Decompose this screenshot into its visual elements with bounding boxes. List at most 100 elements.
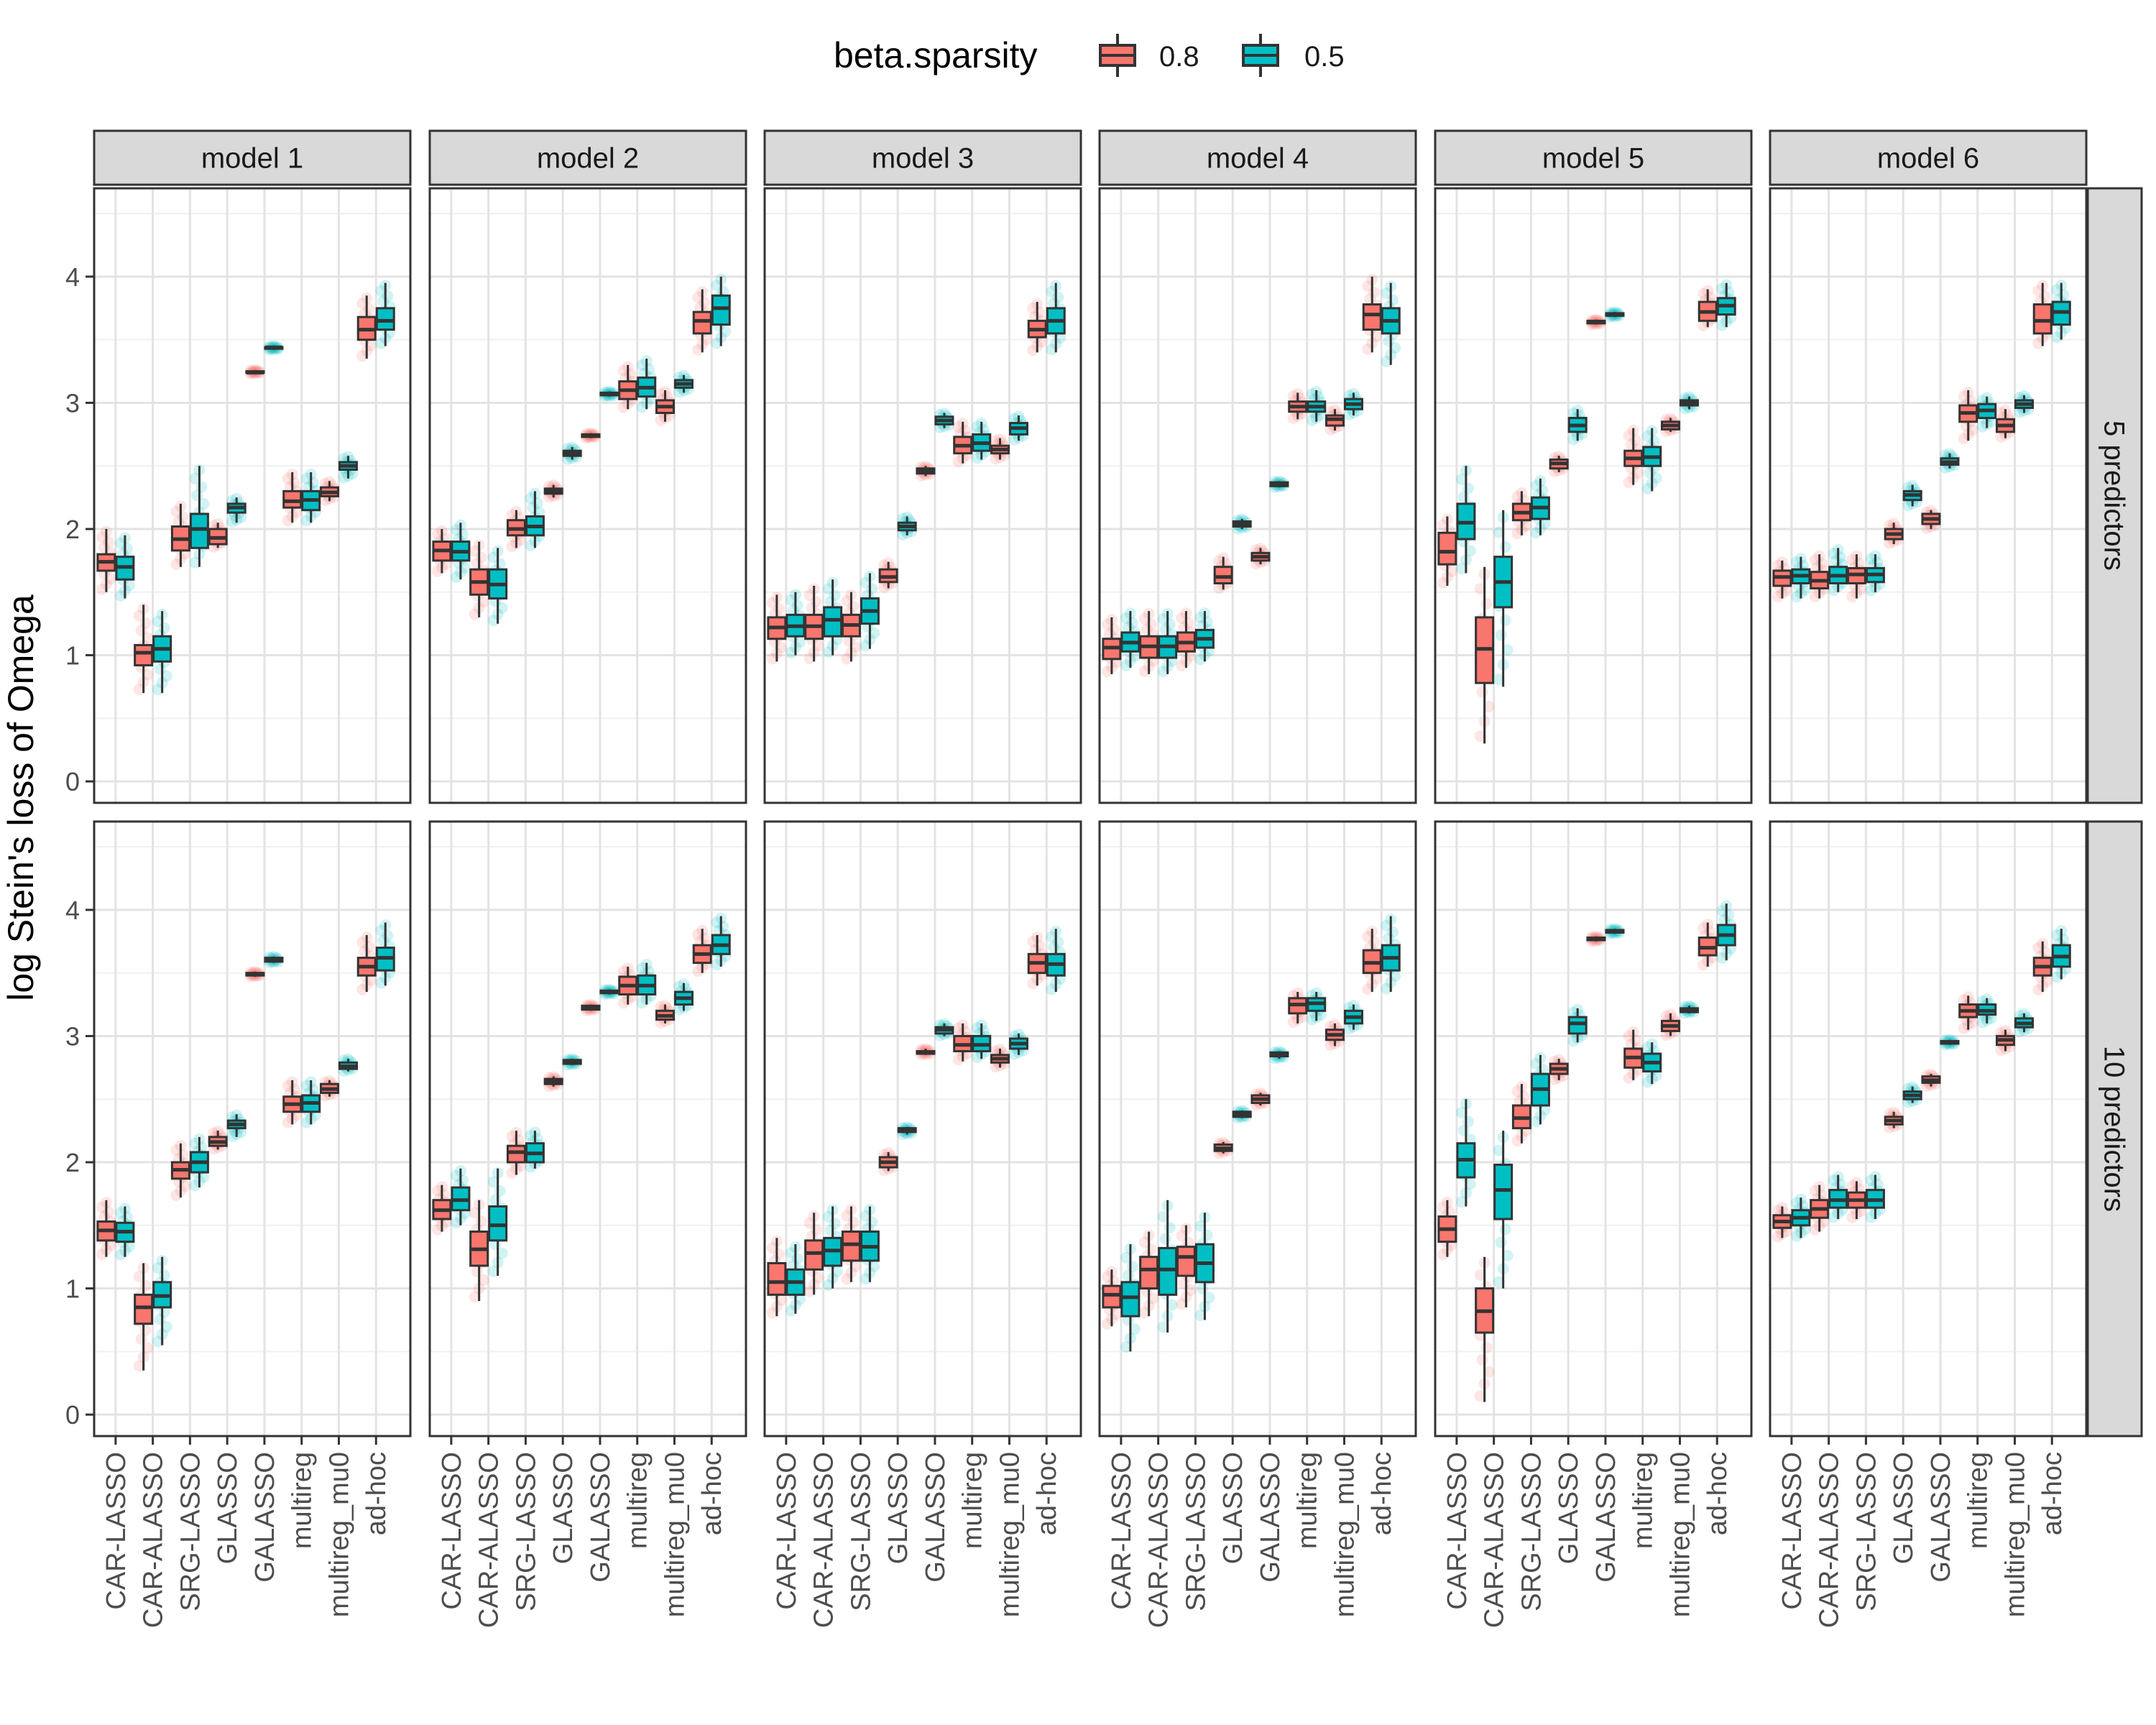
jitter-point — [346, 468, 359, 480]
jitter-point — [431, 528, 443, 540]
jitter-point — [636, 401, 648, 413]
x-tick-label: SRG-LASSO — [511, 1452, 541, 1611]
jitter-point — [1495, 1236, 1507, 1248]
box-body — [375, 307, 395, 331]
jitter-point — [1920, 522, 1932, 534]
jitter-point — [775, 1294, 787, 1306]
jitter-point — [822, 583, 834, 595]
jitter-point — [785, 1305, 797, 1317]
jitter-point — [1287, 1016, 1299, 1029]
jitter-point — [1343, 408, 1355, 420]
x-tick-label: GALASSO — [250, 1452, 280, 1583]
jitter-point — [1176, 659, 1188, 671]
box-CAR-ALASSO-0.5 — [1493, 1131, 1514, 1289]
jitter-point — [477, 1274, 489, 1286]
box-ad-hoc-0.8 — [1027, 931, 1048, 990]
box-GLASSO-0.8 — [1213, 1136, 1234, 1159]
jitter-point — [319, 494, 331, 507]
box-ad-hoc-0.5 — [1716, 900, 1737, 964]
jitter-point — [878, 559, 890, 571]
box-GALASSO-0.5 — [1939, 1034, 1960, 1051]
jitter-point — [2051, 284, 2063, 296]
panel-border — [1434, 187, 1753, 804]
box-ad-hoc-0.5 — [1046, 280, 1067, 356]
y-tick-label: 0 — [65, 767, 80, 796]
panel-0-0: 0 1 2 3 4 — [65, 187, 412, 804]
x-tick-label: multireg — [287, 1452, 318, 1549]
box-GLASSO-0.5 — [562, 1053, 583, 1071]
x-tick-label: multireg — [623, 1452, 653, 1549]
box-multireg-0.8 — [1958, 386, 1978, 445]
box-multireg_mu0-0.8 — [1660, 413, 1681, 438]
jitter-point — [1958, 994, 1970, 1006]
box-ad-hoc-0.5 — [1381, 914, 1401, 995]
box-CAR-LASSO-0.8 — [1772, 1202, 1792, 1243]
y-tick-label: 2 — [65, 1148, 80, 1177]
jitter-point — [1966, 1016, 1978, 1029]
box-body — [767, 1261, 787, 1296]
box-GLASSO-0.5 — [1232, 513, 1253, 535]
panel-0-3 — [1098, 187, 1417, 804]
jitter-point — [1493, 526, 1505, 538]
box-SRG-LASSO-0.5 — [1530, 1052, 1551, 1128]
jitter-point — [841, 594, 853, 607]
box-GALASSO-0.8 — [1585, 931, 1606, 947]
panel-background — [765, 822, 1081, 1436]
jitter-point — [1176, 612, 1188, 625]
jitter-point — [375, 924, 387, 937]
jitter-point — [235, 511, 247, 523]
box-body — [1362, 303, 1382, 331]
jitter-point — [1027, 935, 1039, 947]
box-SRG-LASSO-0.5 — [860, 570, 880, 652]
panel-0-4 — [1434, 187, 1753, 804]
facet-label-model-2: model 2 — [537, 143, 639, 175]
panel-border — [93, 820, 412, 1438]
box-CAR-ALASSO-0.8 — [803, 1210, 824, 1297]
box-ad-hoc-0.8 — [1362, 925, 1383, 995]
jitter-point — [104, 573, 116, 585]
x-tick-label: SRG-LASSO — [175, 1452, 206, 1611]
x-tick-label: multireg_mu0 — [995, 1452, 1025, 1617]
box-CAR-LASSO-0.5 — [1790, 1193, 1811, 1243]
jitter-point — [1623, 429, 1635, 441]
jitter-point — [766, 653, 778, 665]
jitter-point — [803, 1285, 816, 1297]
jitter-point — [114, 1207, 126, 1219]
jitter-point — [1128, 1323, 1141, 1335]
jitter-point — [525, 1129, 537, 1141]
jitter-point — [1567, 407, 1580, 419]
box-ad-hoc-0.8 — [1697, 285, 1718, 331]
jitter-point — [1138, 666, 1151, 678]
jitter-point — [2051, 331, 2063, 344]
box-multireg_mu0-0.5 — [338, 451, 359, 484]
box-body — [282, 489, 303, 509]
box-SRG-LASSO-0.8 — [1176, 1223, 1197, 1310]
box-SRG-LASSO-0.5 — [1530, 475, 1551, 539]
jitter-point — [1809, 1184, 1821, 1197]
box-GLASSO-0.8 — [1884, 1106, 1904, 1133]
box-body — [2032, 303, 2053, 335]
jitter-point — [878, 581, 890, 594]
box-GLASSO-0.8 — [1884, 518, 1904, 549]
jitter-point — [1370, 972, 1383, 985]
box-body — [189, 512, 209, 549]
box-ad-hoc-0.8 — [356, 932, 377, 995]
box-multireg-0.5 — [971, 1018, 992, 1064]
x-tick-label: CAR-ALASSO — [809, 1452, 839, 1628]
panel-border — [1434, 820, 1753, 1438]
jitter-point — [1567, 433, 1580, 446]
jitter-point — [290, 506, 303, 518]
box-body — [1437, 531, 1457, 566]
box-multireg-0.5 — [1976, 392, 1997, 433]
box-CAR-ALASSO-0.5 — [487, 545, 508, 627]
facet-strip-model-4 — [1098, 129, 1417, 186]
jitter-point — [812, 640, 824, 652]
jitter-point — [235, 1126, 247, 1138]
jitter-point — [1464, 1178, 1476, 1190]
box-multireg-0.8 — [1287, 387, 1308, 424]
jitter-point — [515, 534, 527, 546]
box-body — [841, 1230, 861, 1262]
box-CAR-ALASSO-0.8 — [1809, 1181, 1830, 1236]
x-tick-label: SRG-LASSO — [1181, 1452, 1211, 1611]
jitter-point — [2014, 406, 2026, 418]
